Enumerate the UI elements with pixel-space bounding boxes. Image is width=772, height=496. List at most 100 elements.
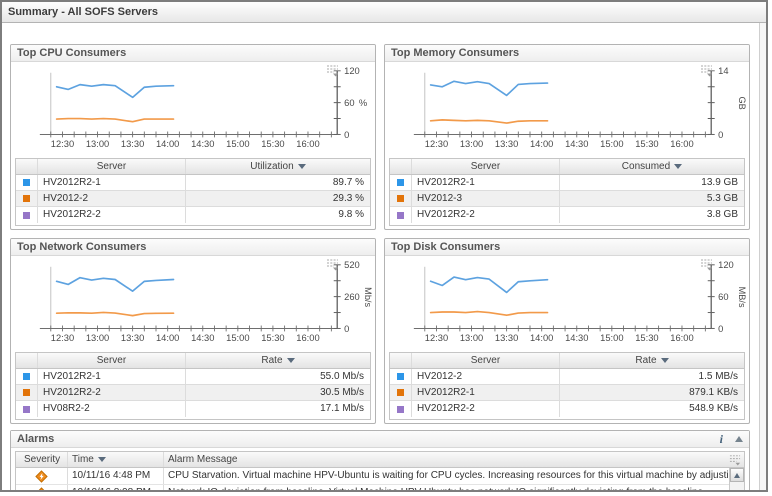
server-name-cell[interactable]: HV2012R2-2 — [38, 385, 186, 400]
alarm-row[interactable]: 10/10/16 8:08 PMNetwork IO deviation fro… — [16, 485, 729, 490]
table-row[interactable]: HV2012-3 5.3 GB — [390, 191, 744, 207]
table-row[interactable]: HV2012-2 1.5 MB/s — [390, 369, 744, 385]
server-name-cell[interactable]: HV2012R2-1 — [412, 385, 560, 400]
svg-text:0: 0 — [718, 130, 723, 140]
chart-options-icon[interactable] — [326, 64, 339, 77]
alarms-title: Alarms — [17, 433, 55, 445]
alarms-table: Severity Time Alarm Message 10/11/16 4:48 … — [15, 451, 745, 490]
alarms-message-label: Alarm Message — [168, 454, 238, 465]
svg-text:15:30: 15:30 — [261, 333, 284, 343]
table-row[interactable]: HV2012R2-1 13.9 GB — [390, 175, 744, 191]
series-swatch-cell — [16, 191, 38, 206]
svg-text:12:30: 12:30 — [425, 139, 448, 149]
panel-top-disk-consumers: Top Disk Consumers 12:30 13:00 13:30 14:00 14… — [384, 238, 750, 424]
server-name-cell[interactable]: HV2012-2 — [412, 369, 560, 384]
consumer-table-header: Server Rate — [16, 353, 370, 369]
alarms-panel-header: Alarms i — [11, 431, 749, 448]
server-name-cell[interactable]: HV2012R2-1 — [412, 175, 560, 190]
server-name-cell[interactable]: HV2012-2 — [38, 191, 186, 206]
svg-text:14:00: 14:00 — [156, 139, 179, 149]
consumer-table: Server Rate HV2012-2 1.5 MB/s HV2012R2-1 879.… — [389, 352, 745, 420]
chart-top-cpu-consumers: 12:30 13:00 13:30 14:00 14:30 15:00 15:30 16:00… — [39, 66, 367, 149]
collapse-icon[interactable] — [735, 436, 743, 442]
series-swatch-cell — [390, 207, 412, 223]
svg-text:%: % — [359, 98, 367, 108]
metric-value-cell: 3.8 GB — [706, 209, 738, 220]
svg-text:14:00: 14:00 — [530, 139, 553, 149]
consumer-table: Server Utilization HV2012R2-1 89.7 % HV2012-… — [15, 158, 371, 226]
server-name-cell[interactable]: HV2012R2-2 — [412, 207, 560, 223]
alarms-time-header[interactable]: Time — [68, 452, 164, 467]
server-column-header[interactable]: Server — [38, 353, 186, 368]
alarm-message-cell[interactable]: Network IO deviation from baseline. Virt… — [164, 485, 729, 490]
info-icon[interactable]: i — [719, 431, 723, 446]
table-row[interactable]: HV08R2-2 17.1 Mb/s — [16, 401, 370, 417]
metric-column-header[interactable]: Utilization — [186, 159, 370, 174]
dashboard-content: Top CPU Consumers 12:30 13:00 13:30 14:00 14:… — [2, 23, 766, 490]
svg-text:Mb/s: Mb/s — [363, 287, 373, 307]
table-row[interactable]: HV2012R2-2 9.8 % — [16, 207, 370, 223]
svg-text:15:30: 15:30 — [261, 139, 284, 149]
svg-text:15:00: 15:00 — [226, 139, 249, 149]
server-name-cell[interactable]: HV2012-3 — [412, 191, 560, 206]
svg-text:13:00: 13:00 — [460, 139, 483, 149]
server-name-cell[interactable]: HV2012R2-1 — [38, 175, 186, 190]
svg-text:14:30: 14:30 — [565, 333, 588, 343]
server-column-header[interactable]: Server — [412, 353, 560, 368]
sort-descending-icon — [286, 358, 295, 363]
table-row[interactable]: HV2012-2 29.3 % — [16, 191, 370, 207]
server-name-cell[interactable]: HV08R2-2 — [38, 401, 186, 417]
server-name-cell[interactable]: HV2012R2-1 — [38, 369, 186, 384]
svg-text:0: 0 — [344, 130, 349, 140]
server-name-cell[interactable]: HV2012R2-2 — [412, 401, 560, 417]
metric-column-header[interactable]: Rate — [560, 353, 744, 368]
alarms-panel: Alarms i Severity Time Alarm Message 10/11… — [10, 430, 750, 490]
svg-text:12:30: 12:30 — [425, 333, 448, 343]
scroll-up-button[interactable] — [730, 468, 744, 482]
panel-top-memory-consumers: Top Memory Consumers 12:30 13:00 13:30 14:00… — [384, 44, 750, 230]
table-row[interactable]: HV2012R2-2 3.8 GB — [390, 207, 744, 223]
server-column-header[interactable]: Server — [412, 159, 560, 174]
consumer-table-header: Server Rate — [390, 353, 744, 369]
series-swatch-cell — [390, 175, 412, 190]
page-scrollbar[interactable] — [759, 23, 766, 490]
svg-text:12:30: 12:30 — [51, 333, 74, 343]
alarms-table-options[interactable] — [726, 452, 744, 467]
server-name-cell[interactable]: HV2012R2-2 — [38, 207, 186, 223]
series-color-swatch — [23, 389, 30, 396]
svg-text:14:30: 14:30 — [191, 333, 214, 343]
svg-text:13:00: 13:00 — [86, 333, 109, 343]
panel-title: Top CPU Consumers — [11, 45, 375, 62]
table-row[interactable]: HV2012R2-2 30.5 Mb/s — [16, 385, 370, 401]
server-column-label: Server — [470, 355, 501, 366]
svg-text:0: 0 — [344, 324, 349, 334]
svg-text:15:00: 15:00 — [226, 333, 249, 343]
sort-descending-icon — [674, 164, 683, 169]
warning-severity-icon — [38, 486, 45, 490]
metric-column-header[interactable]: Consumed — [560, 159, 744, 174]
chart-options-icon[interactable] — [326, 258, 339, 271]
warning-severity-icon — [35, 469, 48, 483]
svg-text:120: 120 — [344, 66, 360, 76]
alarm-message-cell[interactable]: CPU Starvation. Virtual machine HPV-Ubun… — [168, 470, 729, 481]
chart-options-icon[interactable] — [700, 64, 713, 77]
chart-options-icon[interactable] — [729, 454, 741, 466]
alarms-scrollbar[interactable] — [729, 468, 744, 490]
table-row[interactable]: HV2012R2-1 55.0 Mb/s — [16, 369, 370, 385]
metric-column-header[interactable]: Rate — [186, 353, 370, 368]
svg-text:14:30: 14:30 — [565, 139, 588, 149]
alarm-row[interactable]: 10/11/16 4:48 PM CPU Starvation. Virtual … — [16, 468, 729, 485]
server-column-header[interactable]: Server — [38, 159, 186, 174]
table-row[interactable]: HV2012R2-2 548.9 KB/s — [390, 401, 744, 417]
chart-options-icon[interactable] — [700, 258, 713, 271]
panel-title: Top Network Consumers — [11, 239, 375, 256]
table-row[interactable]: HV2012R2-1 879.1 KB/s — [390, 385, 744, 401]
metric-value-cell: 548.9 KB/s — [689, 403, 738, 414]
table-row[interactable]: HV2012R2-1 89.7 % — [16, 175, 370, 191]
metric-value-cell: 29.3 % — [332, 193, 364, 204]
consumer-panels-grid: Top CPU Consumers 12:30 13:00 13:30 14:00 14:… — [10, 44, 750, 424]
alarms-message-header[interactable]: Alarm Message — [164, 452, 726, 467]
svg-text:14:00: 14:00 — [530, 333, 553, 343]
alarms-severity-header[interactable]: Severity — [16, 452, 68, 467]
